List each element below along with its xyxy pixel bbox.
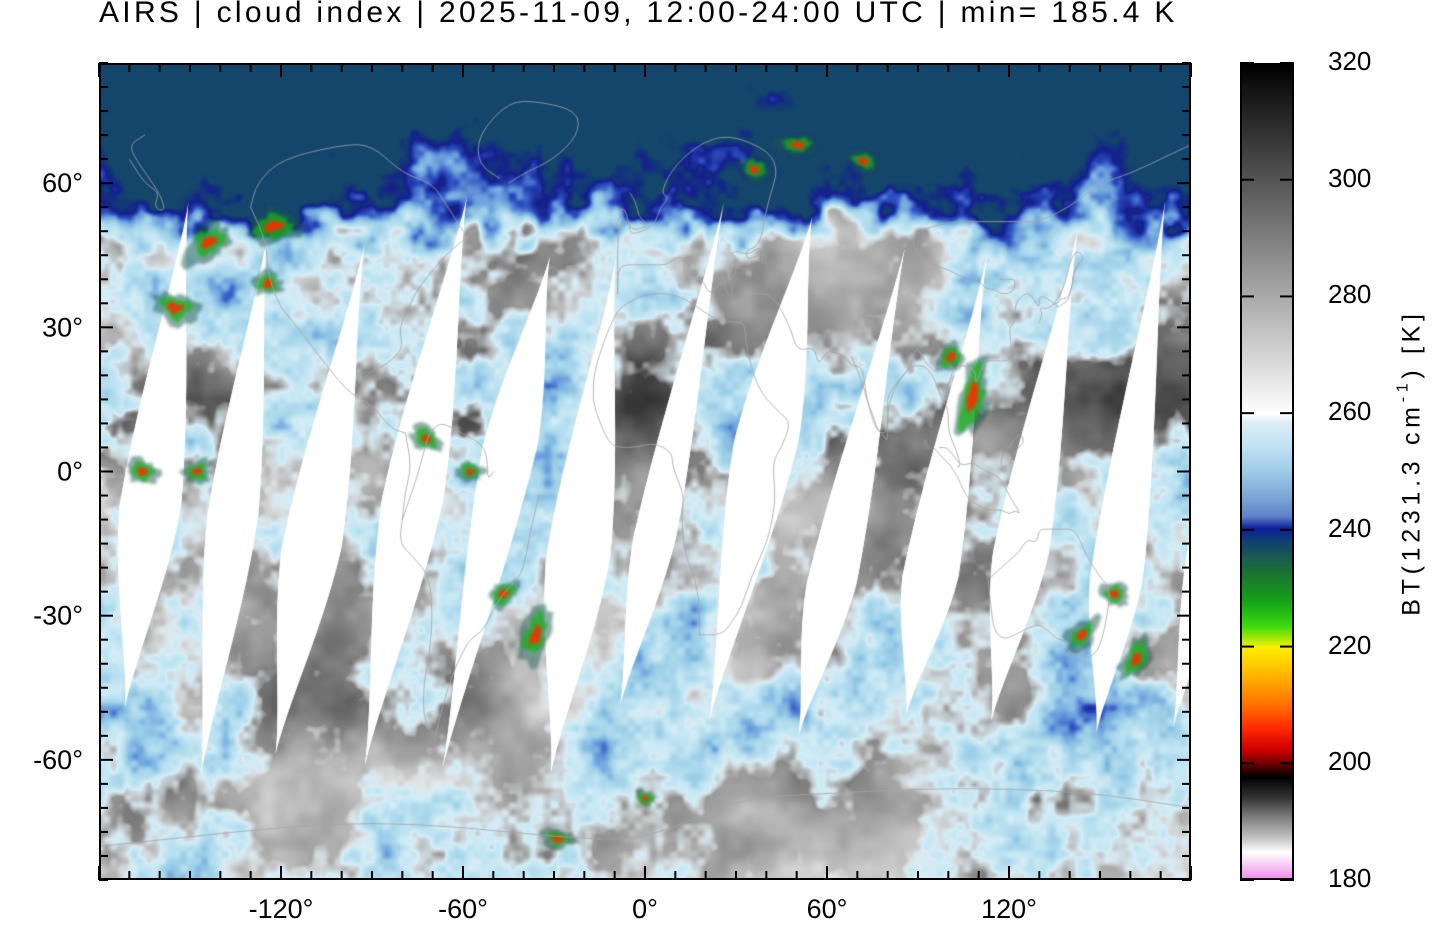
svg-text:-30°: -30° — [33, 601, 83, 631]
svg-text:0°: 0° — [632, 894, 658, 924]
svg-text:-60°: -60° — [438, 894, 488, 924]
svg-text:0°: 0° — [57, 457, 83, 487]
svg-text:-120°: -120° — [249, 894, 314, 924]
svg-text:60°: 60° — [42, 168, 83, 198]
svg-text:-60°: -60° — [33, 745, 83, 775]
svg-text:120°: 120° — [981, 894, 1037, 924]
svg-text:60°: 60° — [807, 894, 848, 924]
svg-text:30°: 30° — [42, 312, 83, 342]
